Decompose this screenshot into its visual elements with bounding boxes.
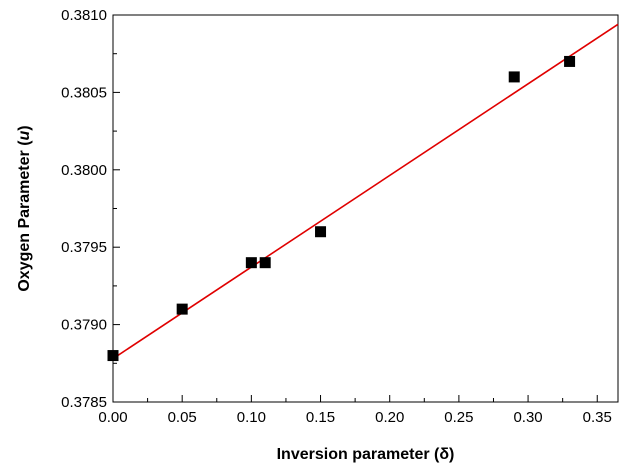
linear-fit-line [112, 23, 619, 360]
data-point-square [259, 257, 271, 269]
fit-line-layer [112, 23, 619, 360]
x-tick-label: 0.20 [375, 409, 404, 426]
x-tick-label: 0.05 [168, 409, 197, 426]
plot-frame [112, 14, 619, 403]
data-point-square [245, 257, 257, 269]
y-tick-label: 0.3790 [61, 317, 107, 334]
x-tick-label: 0.25 [444, 409, 473, 426]
data-point-square [564, 55, 576, 67]
x-tick-label: 0.15 [306, 409, 335, 426]
x-tick-label: 0.35 [583, 409, 612, 426]
y-tick-label: 0.3800 [61, 162, 107, 179]
x-tick-label: 0.00 [98, 409, 127, 426]
x-axis-ticks: 0.00 0.05 0.10 0.15 0.20 0.25 0.30 0.35 [98, 395, 612, 426]
x-tick-label: 0.10 [237, 409, 266, 426]
data-point-square [176, 303, 188, 315]
y-tick-label: 0.3810 [61, 7, 107, 24]
y-tick-label: 0.3785 [61, 394, 107, 411]
y-axis-label-suffix: ) [16, 125, 33, 130]
data-point-square [315, 226, 327, 238]
y-tick-label: 0.3805 [61, 84, 107, 101]
y-tick-label: 0.3795 [61, 239, 107, 256]
y-axis-ticks: 0.3785 0.3790 0.3795 0.3800 0.3805 0.3810 [61, 7, 120, 411]
x-tick-label: 0.30 [513, 409, 542, 426]
y-axis-label-variable: u [16, 130, 33, 140]
y-axis-label-prefix: Oxygen Parameter ( [16, 140, 33, 292]
y-axis-label: Oxygen Parameter (u) [16, 125, 33, 291]
x-axis-label: Inversion parameter (δ) [277, 446, 455, 463]
data-points [107, 55, 576, 362]
data-point-square [508, 71, 520, 83]
data-point-square [107, 350, 119, 362]
